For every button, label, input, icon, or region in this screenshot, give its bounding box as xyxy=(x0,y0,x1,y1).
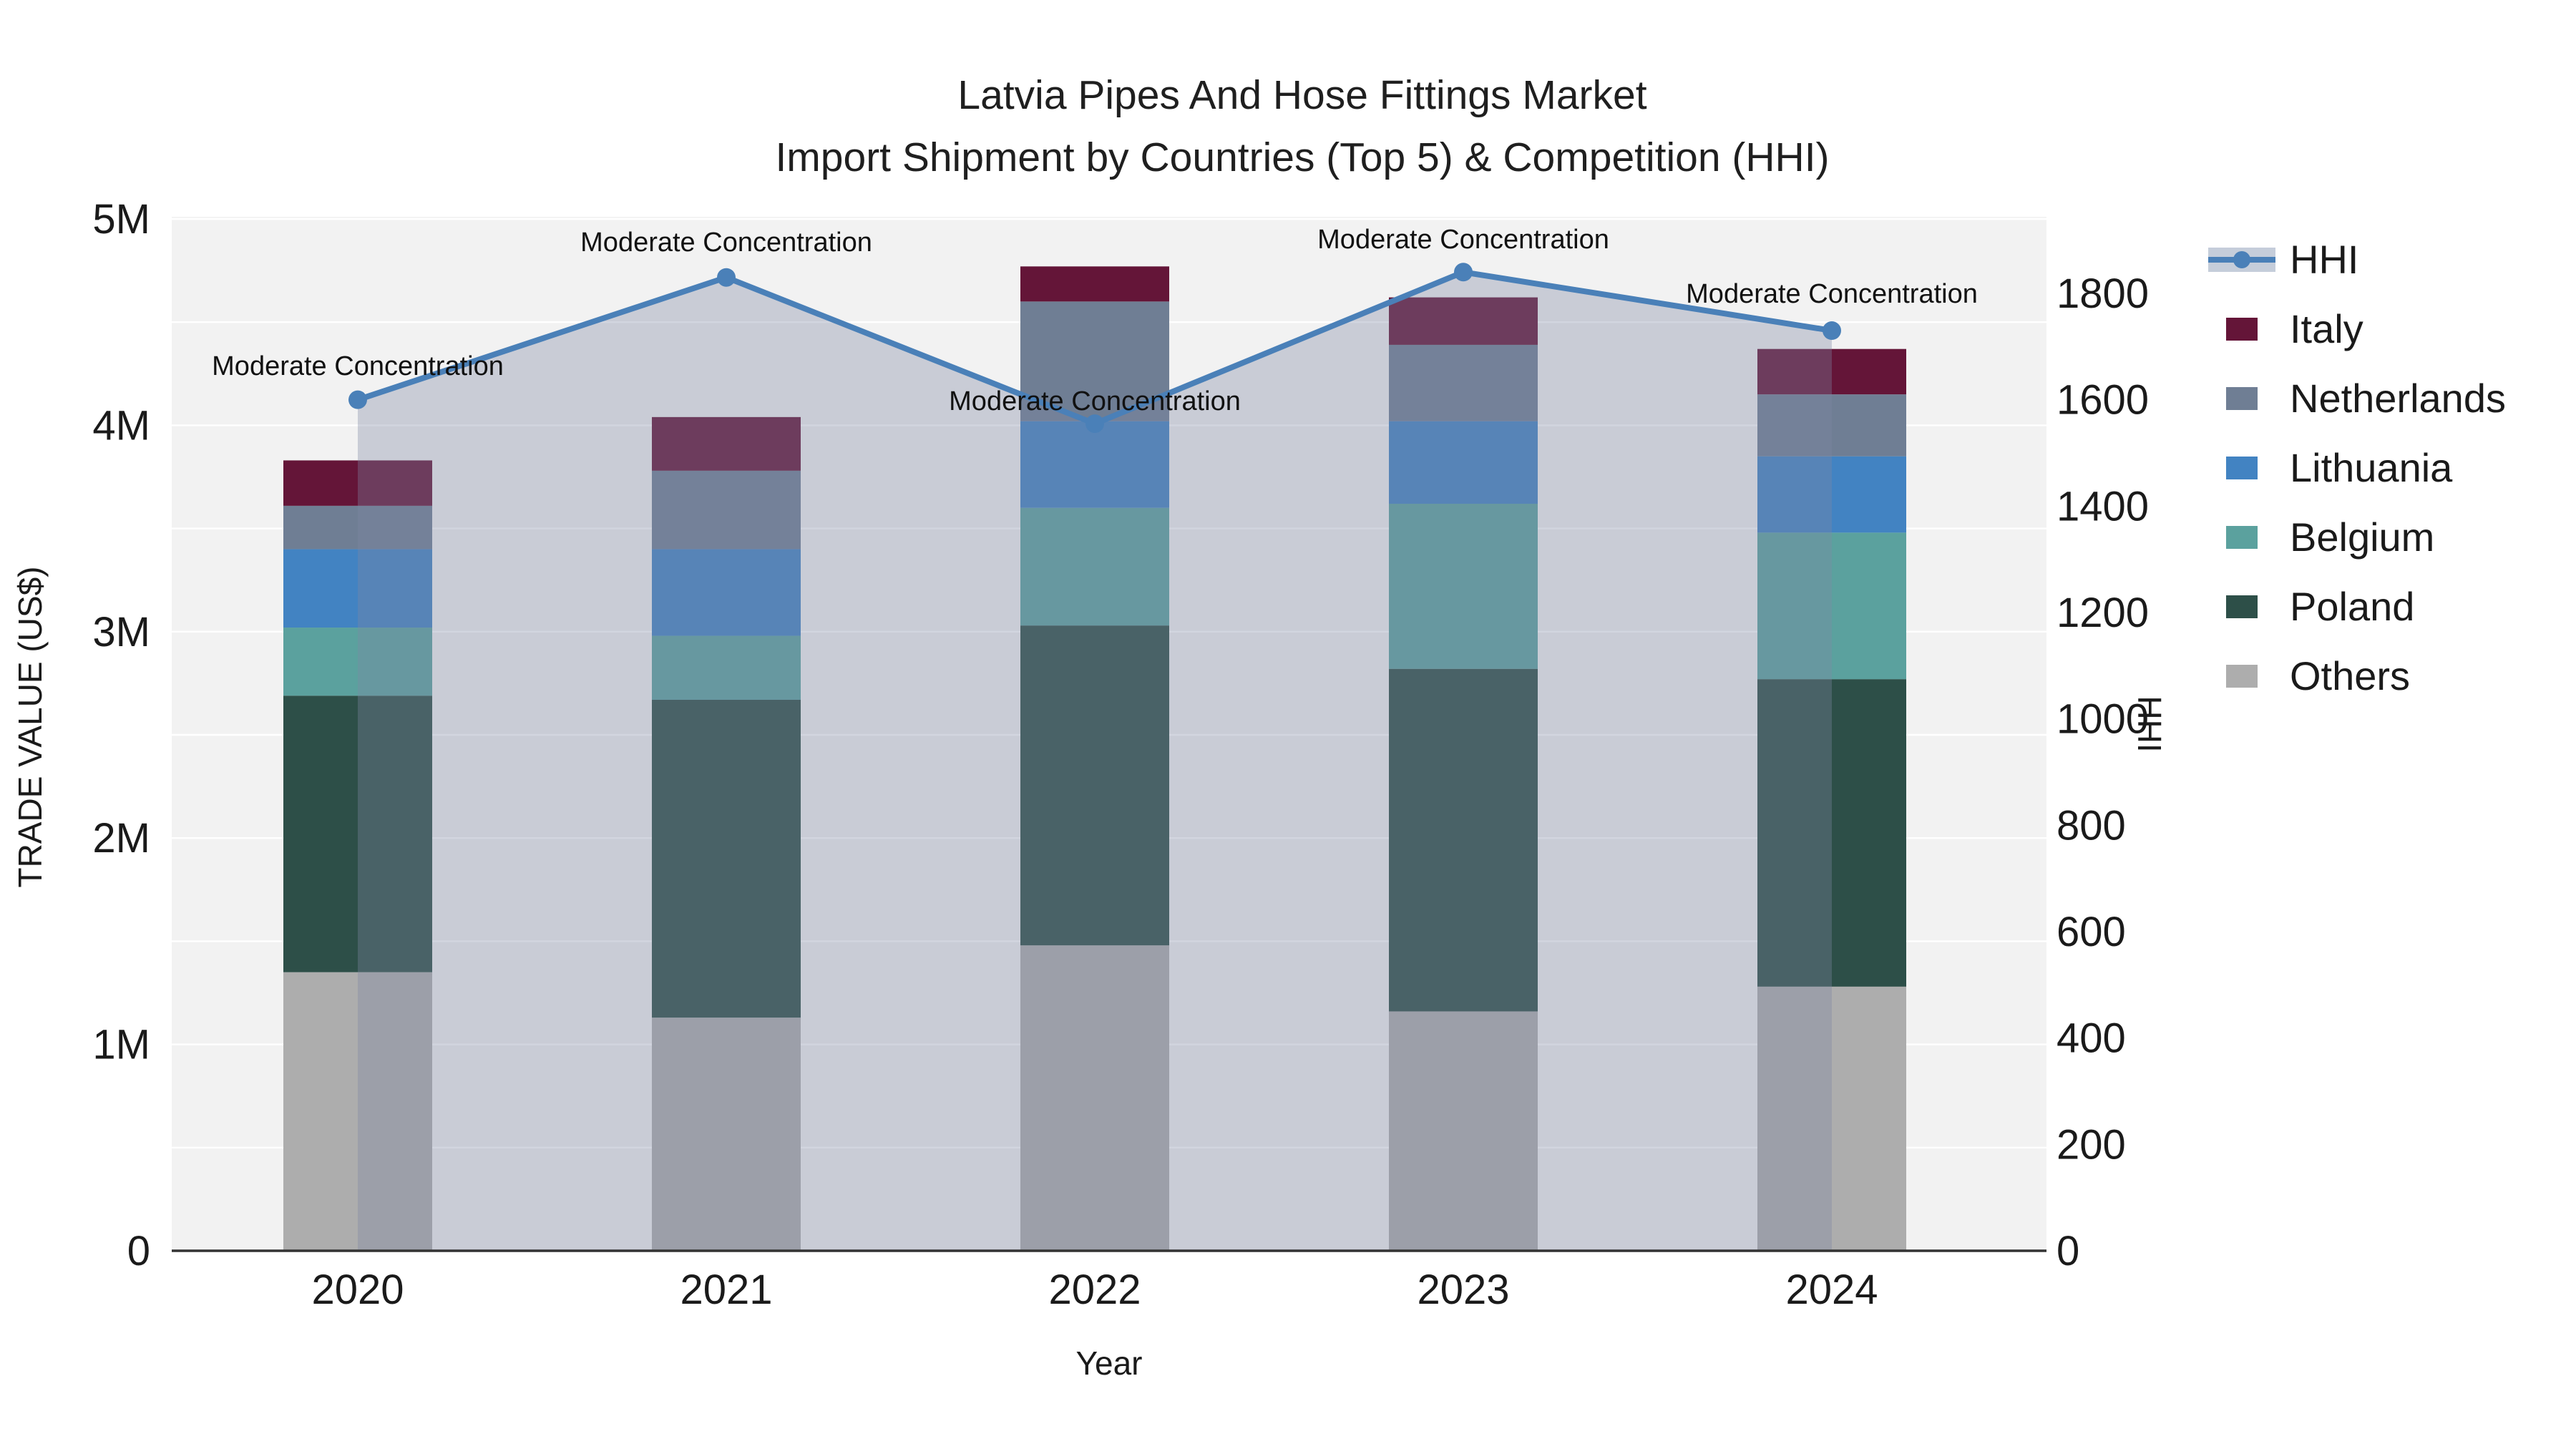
bar-segment-2023-italy[interactable] xyxy=(1389,297,1538,345)
bar-segment-2020-italy[interactable] xyxy=(283,460,432,506)
annotation-moderate-concentration-2023: Moderate Concentration xyxy=(1317,225,1609,255)
hhi-marker-2024[interactable] xyxy=(1823,321,1841,341)
hhi-marker-2020[interactable] xyxy=(348,390,367,409)
bar-segment-2020-others[interactable] xyxy=(283,972,432,1251)
legend-label: Netherlands xyxy=(2290,376,2506,421)
bar-segment-2020-belgium[interactable] xyxy=(283,628,432,696)
right-tick-label: 1600 xyxy=(2057,377,2149,424)
legend-label: Poland xyxy=(2290,584,2415,629)
bar-segment-2023-poland[interactable] xyxy=(1389,668,1538,1012)
legend-swatch-icon xyxy=(2208,386,2275,410)
left-tick-label: 5M xyxy=(92,196,150,243)
legend-item-others[interactable]: Others xyxy=(2208,641,2506,711)
legend-item-hhi[interactable]: HHI xyxy=(2208,225,2506,294)
bar-segment-2022-italy[interactable] xyxy=(1020,266,1169,302)
hhi-marker-2022[interactable] xyxy=(1085,414,1104,434)
right-tick-label: 1800 xyxy=(2057,270,2149,317)
chart-title-line1: Latvia Pipes And Hose Fittings Market xyxy=(957,72,1647,118)
legend-swatch-icon xyxy=(2208,317,2275,341)
legend-label: Lithuania xyxy=(2290,445,2453,490)
right-tick-label: 0 xyxy=(2057,1228,2079,1274)
annotation-moderate-concentration-2020: Moderate Concentration xyxy=(212,351,504,381)
hhi-marker-2021[interactable] xyxy=(717,268,736,287)
hhi-marker-2023[interactable] xyxy=(1454,263,1473,282)
right-tick-label: 1000 xyxy=(2057,696,2149,743)
right-tick-label: 400 xyxy=(2057,1015,2126,1062)
bar-segment-2023-netherlands[interactable] xyxy=(1389,344,1538,421)
legend-item-lithuania[interactable]: Lithuania xyxy=(2208,433,2506,502)
legend: HHI Italy Netherlands Lithuania Belgium Polan… xyxy=(2208,225,2506,711)
bar-segment-2021-others[interactable] xyxy=(652,1018,801,1251)
left-tick-label: 3M xyxy=(92,609,150,655)
bar-segment-2024-belgium[interactable] xyxy=(1757,532,1906,680)
legend-item-poland[interactable]: Poland xyxy=(2208,572,2506,641)
bar-segment-2021-italy[interactable] xyxy=(652,416,801,471)
legend-label: Italy xyxy=(2290,306,2363,351)
y-axis-title-right: HHI xyxy=(2131,696,2168,753)
legend-item-belgium[interactable]: Belgium xyxy=(2208,502,2506,572)
x-axis-title: Year xyxy=(1075,1345,1143,1382)
annotation-moderate-concentration-2021: Moderate Concentration xyxy=(580,228,872,258)
legend-label: Others xyxy=(2290,653,2411,698)
legend-label: HHI xyxy=(2290,237,2359,282)
hhi-area-fill xyxy=(358,272,1832,1252)
right-tick-label: 600 xyxy=(2057,909,2126,955)
bar-segment-2022-others[interactable] xyxy=(1020,945,1169,1251)
x-tick-label: 2024 xyxy=(1785,1267,1878,1313)
bar-segment-2024-others[interactable] xyxy=(1757,986,1906,1251)
annotation-moderate-concentration-2024: Moderate Concentration xyxy=(1686,279,1978,309)
bar-segment-2021-lithuania[interactable] xyxy=(652,549,801,636)
x-tick-label: 2023 xyxy=(1417,1267,1509,1313)
right-tick-label: 800 xyxy=(2057,802,2126,849)
x-tick-label: 2020 xyxy=(311,1267,404,1313)
x-tick-label: 2021 xyxy=(680,1267,772,1313)
legend-swatch-icon xyxy=(2208,456,2275,479)
x-tick-label: 2022 xyxy=(1048,1267,1141,1313)
bar-segment-2020-lithuania[interactable] xyxy=(283,549,432,628)
legend-label: Belgium xyxy=(2290,514,2435,560)
bar-segment-2020-poland[interactable] xyxy=(283,696,432,972)
legend-swatch-icon xyxy=(2208,525,2275,549)
left-tick-label: 0 xyxy=(127,1228,150,1274)
bar-segment-2021-netherlands[interactable] xyxy=(652,470,801,550)
bar-segment-2021-belgium[interactable] xyxy=(652,635,801,700)
right-tick-label: 1200 xyxy=(2057,590,2149,636)
bar-segment-2023-belgium[interactable] xyxy=(1389,503,1538,669)
left-tick-label: 1M xyxy=(92,1022,150,1068)
annotation-moderate-concentration-2022: Moderate Concentration xyxy=(949,386,1241,416)
bar-segment-2022-lithuania[interactable] xyxy=(1020,421,1169,508)
chart-title: Latvia Pipes And Hose Fittings Market Im… xyxy=(229,70,2376,182)
legend-swatch-icon xyxy=(2208,595,2275,618)
bar-segment-2024-poland[interactable] xyxy=(1757,679,1906,987)
chart-title-line2: Import Shipment by Countries (Top 5) & C… xyxy=(775,135,1830,180)
bar-segment-2024-netherlands[interactable] xyxy=(1757,394,1906,457)
bar-segment-2022-belgium[interactable] xyxy=(1020,507,1169,626)
legend-line-icon xyxy=(2208,247,2275,272)
right-tick-label: 1400 xyxy=(2057,483,2149,530)
bar-segment-2024-italy[interactable] xyxy=(1757,348,1906,395)
left-tick-label: 4M xyxy=(92,402,150,449)
right-tick-label: 200 xyxy=(2057,1121,2126,1168)
y-axis-title-left: TRADE VALUE (US$) xyxy=(11,566,49,888)
bar-segment-2021-poland[interactable] xyxy=(652,699,801,1018)
legend-swatch-icon xyxy=(2208,664,2275,688)
bar-segment-2020-netherlands[interactable] xyxy=(283,505,432,550)
bar-segment-2023-others[interactable] xyxy=(1389,1011,1538,1251)
left-tick-label: 2M xyxy=(92,815,150,862)
legend-item-italy[interactable]: Italy xyxy=(2208,294,2506,364)
legend-item-netherlands[interactable]: Netherlands xyxy=(2208,364,2506,433)
bar-segment-2022-poland[interactable] xyxy=(1020,625,1169,946)
bar-segment-2023-lithuania[interactable] xyxy=(1389,421,1538,504)
bar-segment-2024-lithuania[interactable] xyxy=(1757,456,1906,533)
